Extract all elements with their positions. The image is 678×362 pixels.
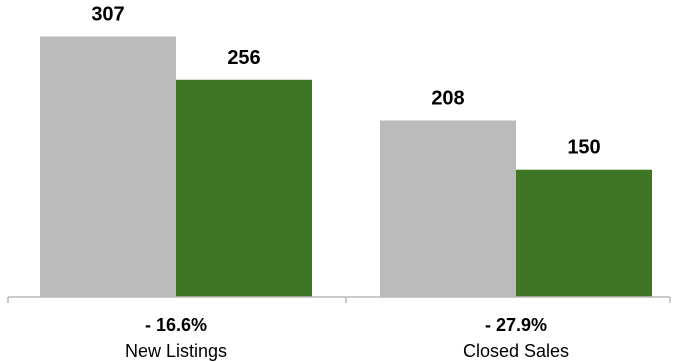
bar-closed-sales-current [516, 169, 652, 297]
value-label-new-listings-current: 256 [227, 47, 260, 69]
value-label-closed-sales-current: 150 [567, 137, 600, 159]
category-label-new-listings: New Listings [125, 341, 227, 361]
value-label-closed-sales-prior: 208 [431, 87, 464, 109]
value-labels-layer: 307 256 208 150 [91, 3, 600, 158]
change-label-new-listings: - 16.6% [145, 315, 207, 335]
value-label-new-listings-prior: 307 [91, 3, 124, 25]
bar-new-listings-current [176, 79, 312, 297]
change-label-closed-sales: - 27.9% [485, 315, 547, 335]
bar-new-listings-prior [40, 36, 176, 297]
bar-closed-sales-prior [380, 120, 516, 297]
category-label-closed-sales: Closed Sales [463, 341, 569, 361]
bars-layer [40, 36, 652, 297]
x-axis-ticks [7, 297, 671, 303]
